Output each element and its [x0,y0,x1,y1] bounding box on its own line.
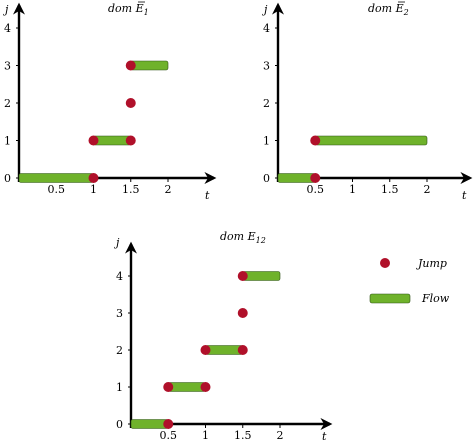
x-axis-label: t [322,430,327,443]
x-tick-label: 1 [90,183,97,196]
y-tick-label: 4 [116,270,123,283]
jump-point [200,382,211,392]
flow-interval [314,135,428,146]
x-ticks: 0.5 1 1.5 2 [307,178,431,196]
axes [13,2,217,184]
jump-point [88,135,99,146]
panel-title: dom E12 [220,230,266,245]
flow-interval [130,60,169,71]
flow-interval [130,419,169,429]
flow-interval [93,135,132,146]
jump-point [163,382,174,392]
y-tick-label: 0 [116,418,123,431]
y-axis-label: j [113,236,120,249]
x-ticks: 0.5 1 1.5 2 [48,178,172,196]
flow-interval [242,271,281,281]
flow-interval [167,382,206,392]
flow-interval [277,173,316,183]
y-tick-label: 0 [263,172,270,185]
y-tick-label: 2 [116,344,123,357]
y-ticks: 0 1 2 3 4 [4,22,19,185]
jump-point [125,60,136,71]
panel-title-prefix: dom [368,2,396,15]
panel-title: dom E2 [368,2,409,17]
y-tick-label: 0 [4,172,11,185]
y-tick-label: 2 [263,97,270,110]
x-tick-label: 1 [349,183,356,196]
jump-point [310,173,321,183]
jump-point [237,345,248,355]
x-tick-label: 2 [277,429,284,442]
flow-intervals [277,135,428,183]
x-axis-label: t [462,189,467,202]
jump-points [88,60,136,183]
x-tick-label: 1 [202,429,209,442]
panel-title-prefix: dom [220,230,248,243]
panel-title-symbol: E [247,230,256,243]
legend-flow-swatch [369,293,411,304]
jump-point [237,271,248,281]
y-tick-label: 4 [263,22,270,35]
jump-point [88,173,99,183]
x-tick-label: 1.5 [381,183,399,196]
y-tick-label: 4 [4,22,11,35]
y-tick-label: 1 [116,381,123,394]
jump-point [310,135,321,146]
jump-point [163,419,174,429]
panel-title-symbol: E [135,2,144,15]
axes [125,241,333,430]
y-ticks: 0 1 2 3 4 [263,22,278,185]
y-ticks: 0 1 2 3 4 [116,270,131,431]
y-tick-label: 2 [4,97,11,110]
jump-point [125,98,136,108]
x-tick-label: 0.5 [307,183,325,196]
x-tick-label: 1.5 [122,183,140,196]
y-tick-label: 1 [4,135,11,148]
jump-point [237,308,248,318]
jump-points [310,135,321,183]
y-tick-label: 3 [263,60,270,73]
legend-jump-label: Jump [416,257,447,270]
panel-title-subscript: 1 [144,8,149,17]
flow-intervals [18,60,169,183]
panel-title: dom E1 [108,2,149,17]
x-tick-label: 2 [165,183,172,196]
panel-title-subscript: 12 [256,236,266,245]
y-tick-label: 3 [4,60,11,73]
jump-points [163,271,248,429]
legend: Jump Flow [369,257,450,305]
x-tick-label: 2 [424,183,431,196]
panel-title-symbol: E [395,2,404,15]
jump-point [200,345,211,355]
legend-flow-label: Flow [421,292,450,305]
panel-title-prefix: dom [108,2,136,15]
legend-jump-marker [380,258,390,268]
panel-title-subscript: 2 [403,8,409,17]
x-tick-label: 0.5 [48,183,66,196]
flow-interval [18,173,94,183]
y-tick-label: 3 [116,307,123,320]
x-tick-label: 1.5 [234,429,252,442]
y-axis-label: j [2,3,9,16]
x-axis-label: t [205,189,210,202]
x-tick-label: 0.5 [160,429,178,442]
y-tick-label: 1 [263,135,270,148]
jump-point [125,135,136,146]
y-axis-label: j [261,3,268,16]
flow-interval [205,345,244,355]
axes [272,2,473,184]
x-ticks: 0.5 1 1.5 2 [160,424,284,442]
